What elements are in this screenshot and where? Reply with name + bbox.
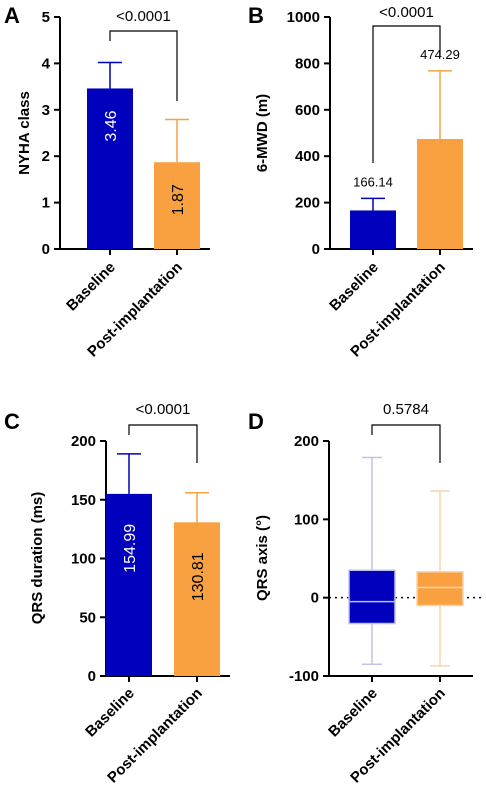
significance-bracket [109, 30, 178, 101]
y-tick-label: -100 [289, 668, 319, 685]
p-value-label: <0.0001 [116, 8, 171, 25]
bar [174, 522, 220, 676]
x-category-label: Baseline [326, 259, 382, 315]
x-category-label: Baseline [63, 259, 119, 315]
y-tick-label: 100 [71, 551, 96, 568]
panel-letter-c: C [4, 409, 20, 434]
y-axis-label: QRS duration (ms) [29, 492, 46, 625]
bar [154, 162, 200, 249]
y-tick-label: 150 [71, 492, 96, 509]
p-value-label: <0.0001 [136, 401, 191, 418]
bar [87, 88, 133, 250]
y-tick-label: 1000 [287, 9, 320, 26]
y-tick-label: 100 [294, 511, 319, 528]
significance-bracket [372, 25, 441, 163]
significance-bracket [371, 424, 441, 463]
y-axis-label: NYHA class [16, 91, 33, 175]
y-tick-label: 800 [295, 55, 320, 72]
y-tick-label: 600 [295, 102, 320, 119]
y-tick-label: 0 [312, 241, 320, 258]
y-tick-label: 5 [42, 9, 50, 26]
y-axis-label: 6-MWD (m) [254, 94, 271, 172]
p-value-label: 0.5784 [383, 401, 429, 418]
y-tick-label: 2 [42, 148, 50, 165]
x-category-label: Baseline [82, 685, 138, 741]
bar [350, 210, 396, 249]
y-tick-label: 400 [295, 148, 320, 165]
box [348, 569, 396, 625]
y-tick-label: 200 [295, 195, 320, 212]
panel-letter-d: D [248, 409, 264, 434]
panel-letter-b: B [248, 3, 264, 28]
y-tick-label: 0 [311, 590, 319, 607]
y-tick-label: 0 [42, 241, 50, 258]
data-label: 166.14 [353, 174, 393, 189]
significance-bracket [128, 424, 198, 463]
y-tick-label: 1 [42, 195, 50, 212]
y-axis-label: QRS axis (°) [254, 515, 271, 601]
data-label: 1.87 [170, 184, 187, 215]
y-tick-label: 200 [294, 433, 319, 450]
data-label: 130.81 [190, 552, 207, 601]
y-tick-label: 200 [71, 433, 96, 450]
y-tick-label: 50 [79, 609, 96, 626]
x-category-label: Baseline [325, 685, 381, 741]
box [416, 571, 464, 607]
y-tick-label: 3 [42, 102, 50, 119]
bar [106, 493, 152, 676]
panel-letter-a: A [4, 3, 20, 28]
y-tick-label: 4 [42, 55, 51, 72]
data-label: 154.99 [122, 524, 139, 573]
bar [417, 138, 463, 249]
p-value-label: <0.0001 [379, 4, 434, 21]
data-label: 3.46 [103, 110, 120, 141]
y-tick-label: 0 [88, 668, 96, 685]
